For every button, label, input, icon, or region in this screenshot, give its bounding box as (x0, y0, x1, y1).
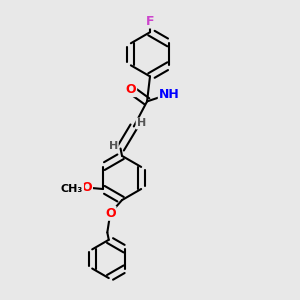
Text: F: F (146, 14, 154, 28)
Text: H: H (136, 118, 146, 128)
Text: O: O (81, 181, 92, 194)
Text: H: H (109, 141, 118, 151)
Text: O: O (125, 83, 136, 96)
Text: O: O (105, 207, 116, 220)
Text: NH: NH (159, 88, 179, 100)
Text: CH₃: CH₃ (61, 184, 83, 194)
